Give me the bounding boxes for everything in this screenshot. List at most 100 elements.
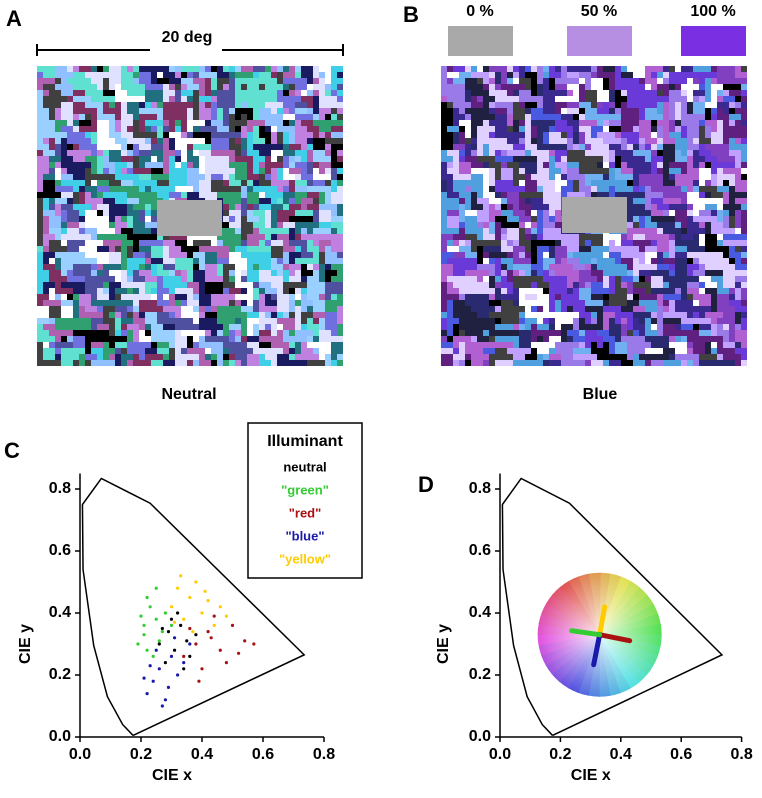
mosaic-cell: [459, 66, 465, 72]
mosaic-cell: [247, 228, 253, 234]
mosaic-cell: [253, 120, 259, 126]
mosaic-cell: [441, 150, 447, 156]
mosaic-cell: [669, 66, 675, 72]
mosaic-cell: [301, 354, 307, 360]
mosaic-cell: [241, 156, 247, 162]
mosaic-cell: [67, 192, 73, 198]
mosaic-cell: [283, 174, 289, 180]
mosaic-cell: [301, 144, 307, 150]
mosaic-cell: [651, 78, 657, 84]
mosaic-cell: [211, 258, 217, 264]
mosaic-cell: [55, 330, 61, 336]
mosaic-cell: [591, 294, 597, 300]
mosaic-cell: [549, 228, 555, 234]
mosaic-cell: [507, 276, 513, 282]
mosaic-cell: [639, 114, 645, 120]
mosaic-cell: [741, 294, 747, 300]
mosaic-cell: [181, 312, 187, 318]
mosaic-cell: [139, 144, 145, 150]
mosaic-cell: [319, 300, 325, 306]
mosaic-cell: [681, 240, 687, 246]
mosaic-cell: [609, 282, 615, 288]
mosaic-cell: [693, 144, 699, 150]
mosaic-cell: [609, 180, 615, 186]
mosaic-cell: [253, 78, 259, 84]
mosaic-cell: [247, 90, 253, 96]
mosaic-cell: [663, 312, 669, 318]
mosaic-cell: [175, 66, 181, 72]
mosaic-cell: [477, 120, 483, 126]
mosaic-cell: [73, 210, 79, 216]
mosaic-cell: [61, 174, 67, 180]
mosaic-cell: [735, 174, 741, 180]
mosaic-cell: [49, 66, 55, 72]
mosaic-cell: [507, 180, 513, 186]
mosaic-cell: [175, 78, 181, 84]
mosaic-cell: [453, 126, 459, 132]
mosaic-cell: [265, 120, 271, 126]
mosaic-cell: [465, 174, 471, 180]
mosaic-cell: [103, 204, 109, 210]
mosaic-cell: [223, 192, 229, 198]
mosaic-cell: [567, 150, 573, 156]
mosaic-cell: [483, 162, 489, 168]
mosaic-cell: [151, 204, 157, 210]
mosaic-cell: [139, 288, 145, 294]
mosaic-cell: [61, 234, 67, 240]
mosaic-cell: [603, 294, 609, 300]
mosaic-cell: [319, 72, 325, 78]
mosaic-cell: [217, 342, 223, 348]
mosaic-cell: [103, 66, 109, 72]
mosaic-cell: [441, 312, 447, 318]
mosaic-cell: [301, 84, 307, 90]
mosaic-cell: [675, 324, 681, 330]
mosaic-cell: [591, 78, 597, 84]
mosaic-cell: [507, 294, 513, 300]
mosaic-cell: [447, 72, 453, 78]
mosaic-cell: [331, 198, 337, 204]
mosaic-cell: [597, 336, 603, 342]
mosaic-cell: [127, 84, 133, 90]
mosaic-cell: [151, 84, 157, 90]
mosaic-cell: [447, 66, 453, 72]
mosaic-cell: [513, 288, 519, 294]
mosaic-cell: [271, 72, 277, 78]
mosaic-cell: [447, 270, 453, 276]
mosaic-cell: [471, 78, 477, 84]
mosaic-cell: [325, 180, 331, 186]
mosaic-cell: [85, 126, 91, 132]
mosaic-cell: [109, 78, 115, 84]
mosaic-cell: [717, 126, 723, 132]
mosaic-cell: [223, 288, 229, 294]
mosaic-cell: [181, 336, 187, 342]
mosaic-cell: [717, 132, 723, 138]
mosaic-cell: [519, 174, 525, 180]
mosaic-cell: [525, 240, 531, 246]
mosaic-cell: [205, 120, 211, 126]
mosaic-cell: [543, 330, 549, 336]
mosaic-cell: [193, 318, 199, 324]
mosaic-cell: [139, 318, 145, 324]
mosaic-cell: [271, 252, 277, 258]
mosaic-cell: [223, 78, 229, 84]
mosaic-cell: [525, 102, 531, 108]
mosaic-cell: [585, 348, 591, 354]
mosaic-cell: [73, 222, 79, 228]
mosaic-cell: [675, 222, 681, 228]
mosaic-cell: [79, 288, 85, 294]
mosaic-cell: [109, 192, 115, 198]
mosaic-cell: [573, 168, 579, 174]
mosaic-cell: [723, 126, 729, 132]
mosaic-cell: [259, 150, 265, 156]
mosaic-cell: [241, 126, 247, 132]
mosaic-cell: [265, 216, 271, 222]
mosaic-cell: [513, 258, 519, 264]
mosaic-cell: [247, 180, 253, 186]
mosaic-cell: [501, 318, 507, 324]
mosaic-cell: [615, 132, 621, 138]
mosaic-cell: [331, 144, 337, 150]
mosaic-cell: [627, 318, 633, 324]
mosaic-cell: [525, 114, 531, 120]
mosaic-cell: [283, 330, 289, 336]
mosaic-cell: [585, 300, 591, 306]
